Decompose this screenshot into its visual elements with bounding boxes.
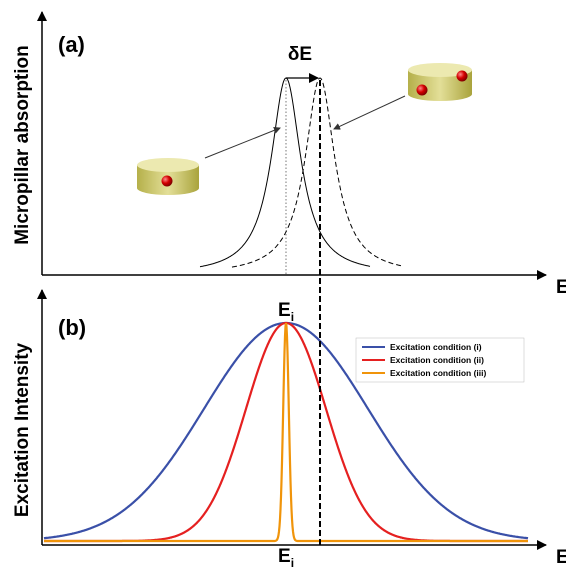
pillar-two-dots <box>408 63 472 101</box>
y-axis-label: Micropillar absorption <box>12 45 33 245</box>
axis-mark-base: E <box>278 546 291 567</box>
panel-label: (b) <box>58 315 86 340</box>
peak-label: Ei <box>278 300 294 324</box>
legend-entry: Excitation condition (ii) <box>390 355 484 365</box>
axis-mark-sub: i <box>291 556 294 568</box>
axis-mark-label: Ei <box>278 546 294 568</box>
pillar-one-dot <box>137 158 199 195</box>
legend-entry: Excitation condition (iii) <box>390 368 487 378</box>
shift-label: δE <box>288 44 312 65</box>
y-axis-label: Excitation Intensity <box>12 342 33 517</box>
pointer-arrow <box>204 126 281 159</box>
pointer-arrow <box>333 95 406 130</box>
legend-entry: Excitation condition (i) <box>390 342 482 352</box>
excitation-curve-iii <box>44 322 528 543</box>
panel-label: (a) <box>58 32 85 57</box>
legend: Excitation condition (i) Excitation cond… <box>355 337 525 383</box>
shifted-absorption-curve <box>231 77 403 268</box>
absorption-curve <box>199 77 371 268</box>
peak-label-sub: i <box>291 310 294 324</box>
x-axis-label: E <box>556 277 566 298</box>
peak-label-base: E <box>278 300 291 321</box>
x-axis-label: E <box>556 547 566 568</box>
